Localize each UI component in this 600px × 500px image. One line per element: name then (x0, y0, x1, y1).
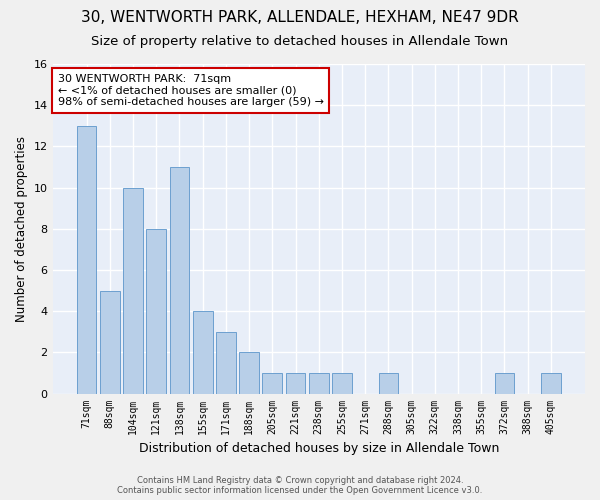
Text: 30, WENTWORTH PARK, ALLENDALE, HEXHAM, NE47 9DR: 30, WENTWORTH PARK, ALLENDALE, HEXHAM, N… (81, 10, 519, 25)
Bar (170, 167, 190, 394)
Bar (100, 290, 119, 394)
Bar (286, 373, 305, 394)
Text: Size of property relative to detached houses in Allendale Town: Size of property relative to detached ho… (91, 35, 509, 48)
Bar (309, 373, 329, 394)
Bar (239, 352, 259, 394)
Y-axis label: Number of detached properties: Number of detached properties (15, 136, 28, 322)
Bar (123, 188, 143, 394)
Bar (262, 373, 282, 394)
Bar (193, 311, 212, 394)
Bar (146, 229, 166, 394)
Bar (332, 373, 352, 394)
Bar (216, 332, 236, 394)
Bar (494, 373, 514, 394)
Bar (77, 126, 97, 394)
Bar (379, 373, 398, 394)
Text: Contains HM Land Registry data © Crown copyright and database right 2024.
Contai: Contains HM Land Registry data © Crown c… (118, 476, 482, 495)
X-axis label: Distribution of detached houses by size in Allendale Town: Distribution of detached houses by size … (139, 442, 499, 455)
Text: 30 WENTWORTH PARK:  71sqm
← <1% of detached houses are smaller (0)
98% of semi-d: 30 WENTWORTH PARK: 71sqm ← <1% of detach… (58, 74, 324, 107)
Bar (541, 373, 561, 394)
